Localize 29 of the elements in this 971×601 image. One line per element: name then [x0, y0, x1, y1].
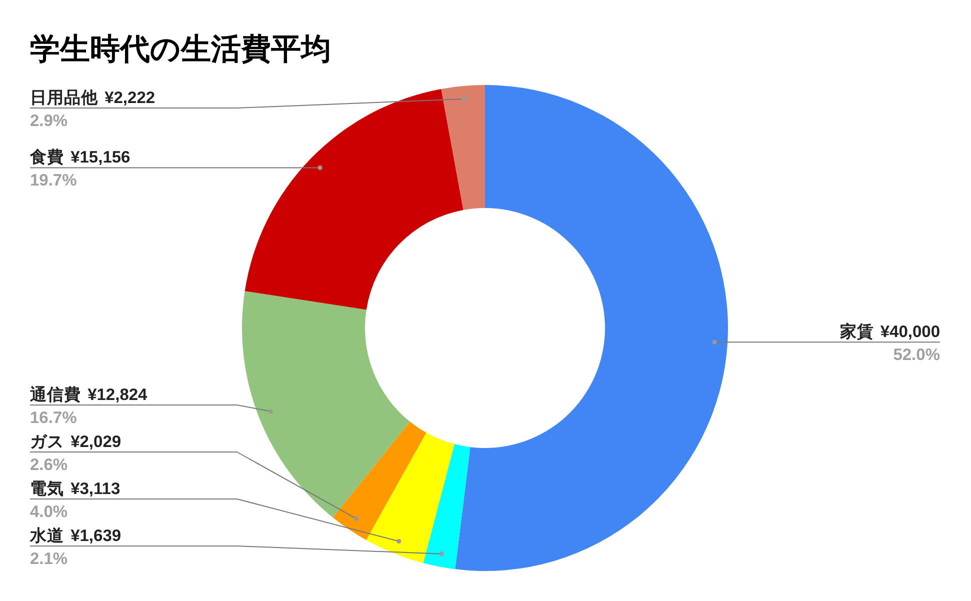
chart-title: 学生時代の生活費平均 — [30, 33, 331, 66]
donut-slice — [244, 88, 464, 310]
slice-label: 通信費 — [29, 385, 81, 404]
data-label: ¥15,156 — [66, 148, 130, 167]
text: 52.0% — [893, 346, 940, 364]
slice-label: 家賃 — [838, 322, 874, 342]
slice-label: 電気 — [30, 480, 64, 498]
slice-label: 日用品他 — [30, 89, 99, 107]
donut-slice — [332, 422, 426, 540]
slice-label: 水道 — [29, 526, 64, 545]
text: 4.0% — [30, 503, 68, 521]
text: 2.1% — [30, 550, 68, 568]
data-label: ¥2,029 — [66, 433, 122, 451]
text: 16.7% — [30, 409, 77, 427]
text: 2.9% — [30, 112, 68, 130]
donut-slice — [441, 85, 485, 210]
donut-slice — [366, 432, 455, 564]
text: 19.7% — [30, 172, 77, 190]
data-label: ¥3,113 — [66, 480, 120, 498]
donut-slice — [423, 444, 470, 570]
data-label: ¥1,639 — [66, 527, 122, 545]
slice-label: ガス — [30, 433, 64, 451]
data-label: ¥12,824 — [83, 386, 148, 404]
donut-slice — [242, 291, 410, 518]
text: 2.6% — [30, 456, 68, 474]
data-label: ¥40,000 — [876, 323, 940, 342]
slice-label: 食費 — [29, 148, 64, 167]
data-label: ¥2,222 — [100, 89, 156, 107]
donut-slice — [455, 85, 728, 571]
